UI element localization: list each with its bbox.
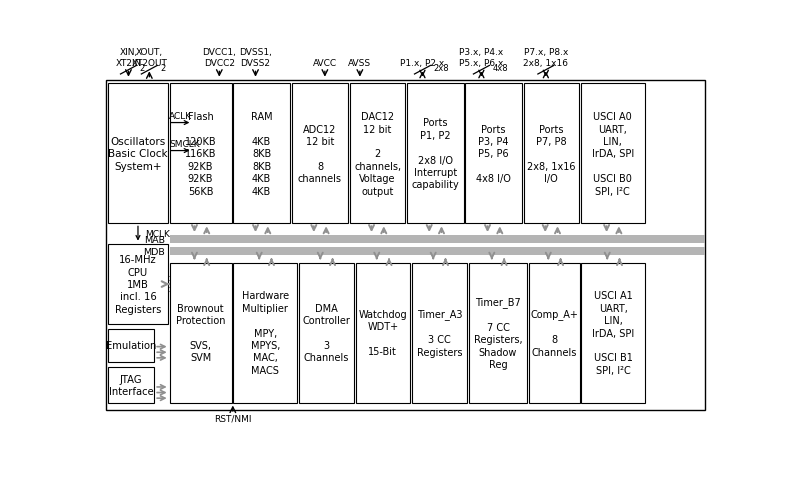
Text: USCI A1
UART,
LIN,
IrDA, SPI

USCI B1
SPI, I²C: USCI A1 UART, LIN, IrDA, SPI USCI B1 SPI…	[592, 291, 634, 375]
Bar	[109, 244, 168, 325]
Bar	[299, 263, 354, 403]
Text: DVSS1,
DVSS2: DVSS1, DVSS2	[239, 48, 272, 67]
Text: Emulation: Emulation	[105, 340, 156, 350]
Bar	[407, 84, 463, 224]
Text: Watchdog
WDT+

15-Bit: Watchdog WDT+ 15-Bit	[359, 309, 407, 357]
Text: MCLK: MCLK	[146, 230, 170, 239]
Bar	[291, 84, 348, 224]
Text: 2: 2	[139, 64, 145, 73]
Text: Timer_B7

7 CC
Registers,
Shadow
Reg: Timer_B7 7 CC Registers, Shadow Reg	[474, 297, 522, 369]
Bar	[581, 263, 645, 403]
Text: SMCLK: SMCLK	[169, 140, 200, 149]
Bar	[350, 84, 406, 224]
Text: Hardware
Multiplier

MPY,
MPYS,
MAC,
MACS: Hardware Multiplier MPY, MPYS, MAC, MACS	[242, 291, 289, 375]
Bar	[169, 263, 231, 403]
Text: 2x8: 2x8	[433, 64, 449, 73]
Bar	[524, 84, 579, 224]
Bar	[356, 263, 410, 403]
Text: Ports
P1, P2

2x8 I/O
Interrupt
capability: Ports P1, P2 2x8 I/O Interrupt capabilit…	[412, 118, 459, 190]
Text: P7.x, P8.x
2x8, 1x16: P7.x, P8.x 2x8, 1x16	[524, 48, 569, 67]
Bar	[529, 263, 580, 403]
Text: P3.x, P4.x
P5.x, P6.x: P3.x, P4.x P5.x, P6.x	[459, 48, 504, 67]
Text: Ports
P7, P8

2x8, 1x16
I/O: Ports P7, P8 2x8, 1x16 I/O	[527, 124, 576, 184]
Text: Ports
P3, P4
P5, P6

4x8 I/O: Ports P3, P4 P5, P6 4x8 I/O	[476, 124, 511, 184]
Text: JTAG
Interface: JTAG Interface	[109, 374, 154, 396]
Bar	[234, 84, 290, 224]
Text: AVSS: AVSS	[348, 59, 371, 67]
Bar	[169, 236, 706, 243]
Text: RST/NMI: RST/NMI	[214, 414, 252, 423]
Text: DAC12
12 bit

2
channels,
Voltage
output: DAC12 12 bit 2 channels, Voltage output	[354, 112, 402, 196]
Text: MAB: MAB	[144, 235, 166, 244]
Text: ADC12
12 bit

8
channels: ADC12 12 bit 8 channels	[298, 124, 342, 184]
Text: RAM

4KB
8KB
8KB
4KB
4KB: RAM 4KB 8KB 8KB 4KB 4KB	[251, 112, 272, 196]
Text: P1.x, P2.x: P1.x, P2.x	[400, 59, 444, 67]
Text: ACLK: ACLK	[169, 112, 192, 121]
Text: Brownout
Protection

SVS,
SVM: Brownout Protection SVS, SVM	[176, 303, 226, 363]
Bar	[466, 84, 522, 224]
Text: XIN,
XT2IN: XIN, XT2IN	[116, 48, 142, 67]
Text: DMA
Controller

3
Channels: DMA Controller 3 Channels	[303, 303, 350, 363]
Bar	[469, 263, 527, 403]
Text: MDB: MDB	[143, 247, 166, 256]
Bar	[109, 329, 154, 362]
Text: Timer_A3

3 CC
Registers: Timer_A3 3 CC Registers	[417, 309, 462, 357]
Text: 16-MHz
CPU
1MB
incl. 16
Registers: 16-MHz CPU 1MB incl. 16 Registers	[115, 255, 161, 314]
Bar	[581, 84, 645, 224]
Text: 2: 2	[160, 64, 166, 73]
Text: AVCC: AVCC	[313, 59, 337, 67]
Bar	[106, 80, 706, 410]
Bar	[109, 84, 168, 224]
Text: DVCC1,
DVCC2: DVCC1, DVCC2	[203, 48, 236, 67]
Text: Oscillators
Basic Clock
System+: Oscillators Basic Clock System+	[109, 136, 168, 171]
Bar	[169, 247, 706, 256]
Text: XOUT,
XT2OUT: XOUT, XT2OUT	[131, 48, 167, 67]
Bar	[234, 263, 297, 403]
Text: Comp_A+

8
Channels: Comp_A+ 8 Channels	[531, 309, 578, 357]
Bar	[109, 367, 154, 403]
Bar	[169, 84, 231, 224]
Text: Flash

120KB
116KB
92KB
92KB
56KB: Flash 120KB 116KB 92KB 92KB 56KB	[185, 112, 216, 196]
Text: USCI A0
UART,
LIN,
IrDA, SPI

USCI B0
SPI, I²C: USCI A0 UART, LIN, IrDA, SPI USCI B0 SPI…	[592, 112, 634, 196]
Bar	[412, 263, 466, 403]
Text: 4x8: 4x8	[493, 64, 508, 73]
